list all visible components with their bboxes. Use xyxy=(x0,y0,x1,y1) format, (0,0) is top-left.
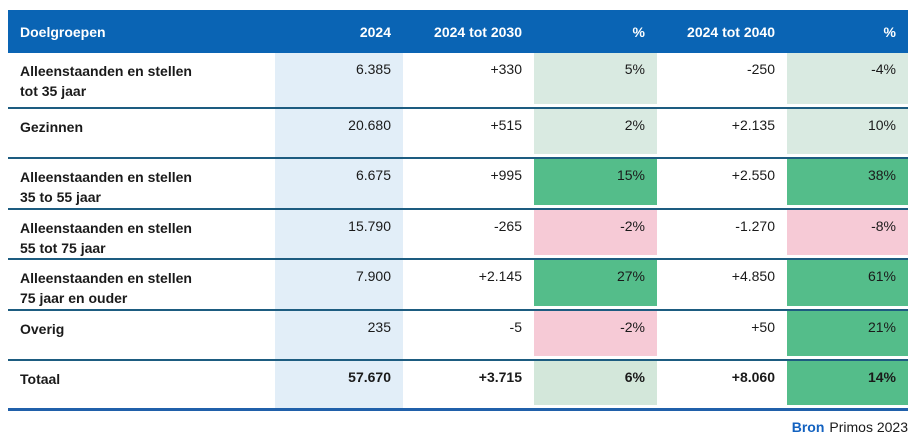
value-pct-2030: 2% xyxy=(534,108,657,158)
row-label: Gezinnen xyxy=(8,108,275,158)
value-delta-2040: +50 xyxy=(751,318,775,335)
doelgroepen-table: Doelgroepen 2024 2024 tot 2030 % 2024 to… xyxy=(8,10,908,411)
row-label: Alleenstaanden en stellen 75 jaar en oud… xyxy=(8,259,275,310)
row-label: Alleenstaanden en stellen 55 tot 75 jaar xyxy=(8,209,275,260)
row-label-line2: 75 jaar en ouder xyxy=(20,290,128,307)
row-label-line1: Totaal xyxy=(20,370,61,387)
value-pct-2040: -4% xyxy=(787,53,908,108)
table-row: Alleenstaanden en stellen 75 jaar en oud… xyxy=(8,259,908,310)
value-pct-2030: -2% xyxy=(534,208,657,260)
row-label-line2: 55 tot 75 jaar xyxy=(20,239,106,256)
value-delta-2040: +4.850 xyxy=(731,268,775,285)
value-pct-2040: 21% xyxy=(787,309,908,360)
value-delta-2030: +330 xyxy=(490,61,522,77)
row-label-line2: tot 35 jaar xyxy=(20,83,87,100)
value-2024: 235 xyxy=(275,309,403,360)
header-cell-2024-tot-2030: 2024 tot 2030 xyxy=(403,10,534,53)
value-pct-2030: 15% xyxy=(534,158,657,209)
value-pct-2030: 5% xyxy=(534,53,657,108)
value-delta-2040: -250 xyxy=(746,61,775,77)
value-pct-2040: -8% xyxy=(787,208,908,260)
header-cell-2024: 2024 xyxy=(275,10,403,53)
value-delta-2040: +2.550 xyxy=(731,167,775,183)
header-row: Doelgroepen 2024 2024 tot 2030 % 2024 to… xyxy=(8,10,908,53)
row-label: Alleenstaanden en stellen tot 35 jaar xyxy=(8,53,275,108)
value-delta-2040: +2.135 xyxy=(731,117,775,133)
value-delta-2040: +8.060 xyxy=(731,368,775,385)
header-cell-2024-tot-2040: 2024 tot 2040 xyxy=(657,10,787,53)
header-cell-doelgroepen: Doelgroepen xyxy=(8,10,275,53)
table-row: Alleenstaanden en stellen 55 tot 75 jaar… xyxy=(8,208,908,260)
value-2024: 15.790 xyxy=(275,208,403,260)
row-label-line1: Gezinnen xyxy=(20,119,84,135)
value-pct-2030: 6% xyxy=(534,359,657,410)
row-label-line1: Overig xyxy=(20,320,65,337)
value-pct-2030: -2% xyxy=(534,309,657,360)
source-name: Primos 2023 xyxy=(829,419,908,435)
value-pct-2030: 27% xyxy=(534,259,657,310)
row-label: Alleenstaanden en stellen 35 to 55 jaar xyxy=(8,158,275,209)
row-label-line2: 35 to 55 jaar xyxy=(20,189,101,206)
table-row: Alleenstaanden en stellen tot 35 jaar 6.… xyxy=(8,53,908,108)
source-note: Bron Primos 2023 xyxy=(792,419,908,435)
value-delta-2030: +2.145 xyxy=(478,268,522,285)
value-2024: 7.900 xyxy=(275,259,403,310)
value-2024: 6.675 xyxy=(275,158,403,209)
row-label: Totaal xyxy=(8,360,275,410)
value-delta-2030: +3.715 xyxy=(478,368,522,385)
value-pct-2040: 10% xyxy=(787,108,908,158)
row-label: Overig xyxy=(8,310,275,360)
header-cell-pct-2030: % xyxy=(534,10,657,53)
row-label-line1: Alleenstaanden en stellen xyxy=(20,219,192,236)
row-label-line1: Alleenstaanden en stellen xyxy=(20,63,192,79)
value-pct-2040: 14% xyxy=(787,359,908,410)
table-row: Alleenstaanden en stellen 35 to 55 jaar … xyxy=(8,158,908,209)
value-delta-2030: +995 xyxy=(490,167,522,183)
header-cell-pct-2040: % xyxy=(787,10,908,53)
row-label-line1: Alleenstaanden en stellen xyxy=(20,169,192,185)
source-label: Bron xyxy=(791,419,825,435)
value-delta-2040: -1.270 xyxy=(735,217,775,234)
value-pct-2040: 61% xyxy=(787,259,908,310)
value-2024: 20.680 xyxy=(275,108,403,158)
table-row: Overig 235 -5 -2% +50 21% xyxy=(8,309,908,360)
value-2024: 57.670 xyxy=(275,359,403,410)
row-label-line1: Alleenstaanden en stellen xyxy=(20,270,192,287)
value-2024: 6.385 xyxy=(275,53,403,108)
table-row: Gezinnen 20.680 +515 2% +2.135 10% xyxy=(8,108,908,158)
value-pct-2040: 38% xyxy=(787,158,908,209)
table-row-total: Totaal 57.670 +3.715 6% +8.060 14% xyxy=(8,359,908,410)
value-delta-2030: -5 xyxy=(509,318,522,335)
value-delta-2030: -265 xyxy=(493,217,522,234)
value-delta-2030: +515 xyxy=(490,117,522,133)
